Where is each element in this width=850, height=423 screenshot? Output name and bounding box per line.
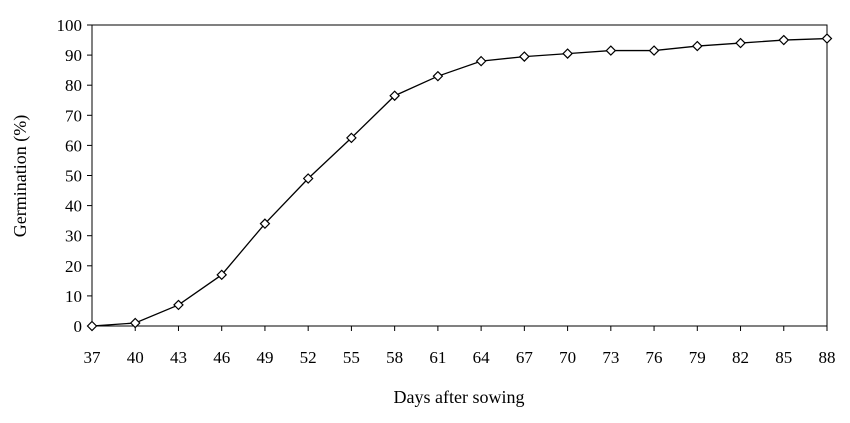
y-axis: 0 10 20 30 40 50 60 70 80 90 100 <box>57 16 92 336</box>
x-tick-label: 37 <box>84 348 102 367</box>
y-axis-title: Germination (%) <box>10 115 31 237</box>
x-tick-label: 85 <box>775 348 792 367</box>
y-tick-label: 0 <box>74 317 83 336</box>
data-point <box>519 51 530 62</box>
x-tick-label: 76 <box>646 348 663 367</box>
x-tick-label: 67 <box>516 348 534 367</box>
data-point <box>562 48 573 59</box>
y-tick-label: 90 <box>65 46 82 65</box>
data-point <box>86 320 98 332</box>
y-tick-label: 10 <box>65 287 82 306</box>
x-tick-label: 46 <box>213 348 230 367</box>
data-point <box>648 45 660 56</box>
y-tick-label: 70 <box>65 106 82 125</box>
x-tick-label: 79 <box>689 348 706 367</box>
x-tick-label: 64 <box>473 348 491 367</box>
y-tick-label: 40 <box>65 197 82 216</box>
x-axis-title: Days after sowing <box>394 387 525 407</box>
series-line <box>91 37 828 327</box>
data-point <box>735 37 746 49</box>
series-polyline <box>91 37 828 327</box>
x-tick-label: 52 <box>300 348 317 367</box>
x-axis: 37 40 43 46 49 52 55 58 61 64 67 70 73 76 79 82 85 88 <box>84 326 836 367</box>
data-point <box>216 269 228 281</box>
data-points <box>86 33 833 332</box>
x-tick-label: 61 <box>429 348 446 367</box>
x-tick-label: 40 <box>127 348 144 367</box>
plot-area <box>91 24 828 327</box>
x-tick-label: 70 <box>559 348 576 367</box>
x-tick-label: 43 <box>170 348 187 367</box>
data-point <box>346 132 357 144</box>
y-tick-label: 30 <box>65 227 82 246</box>
x-tick-label: 88 <box>819 348 836 367</box>
data-point <box>605 45 617 56</box>
data-point <box>129 317 141 329</box>
y-tick-label: 50 <box>65 167 82 186</box>
y-tick-label: 60 <box>65 136 82 155</box>
x-tick-label: 58 <box>386 348 403 367</box>
data-point <box>821 33 833 44</box>
data-point <box>432 70 444 82</box>
data-point <box>259 218 271 230</box>
x-tick-label: 73 <box>602 348 619 367</box>
data-point <box>778 34 790 46</box>
data-point <box>475 55 487 67</box>
y-tick-label: 20 <box>65 257 82 276</box>
data-point <box>691 40 703 52</box>
x-tick-label: 55 <box>343 348 360 367</box>
x-tick-label: 49 <box>256 348 273 367</box>
data-point <box>173 299 184 311</box>
y-tick-label: 80 <box>65 76 82 95</box>
data-point <box>302 173 314 184</box>
x-tick-label: 82 <box>732 348 749 367</box>
y-tick-label: 100 <box>57 16 83 35</box>
data-point <box>389 90 400 102</box>
